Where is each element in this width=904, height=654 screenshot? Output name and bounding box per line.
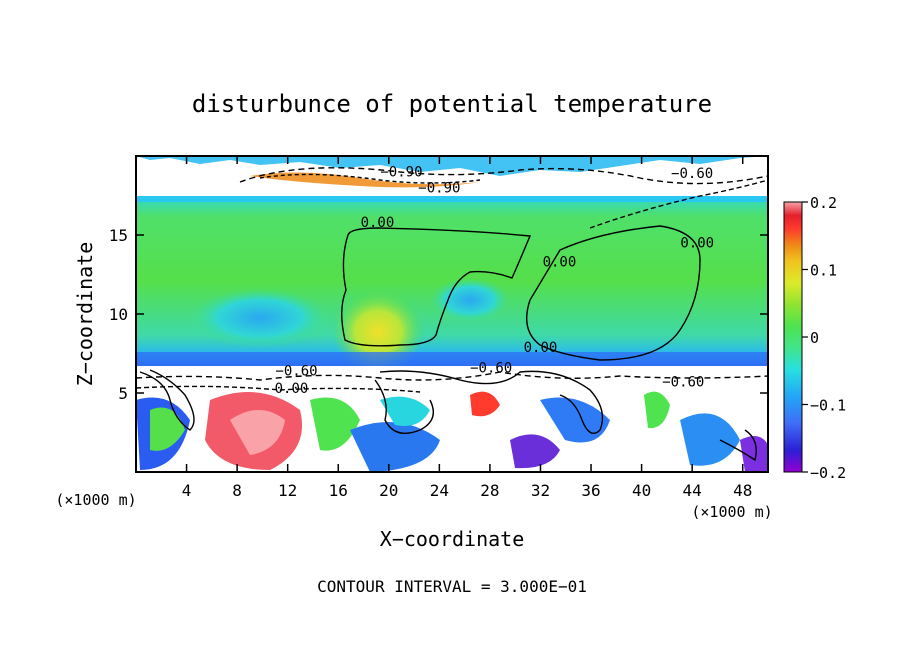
contour-cold-upper-1 — [239, 167, 768, 185]
contour-label: −0.60 — [662, 375, 704, 391]
contours — [136, 167, 768, 462]
x-tick-label: 16 — [329, 481, 348, 500]
lower-blob-purple — [510, 434, 560, 469]
colorbar-tick-label: −0.1 — [810, 397, 846, 415]
contour-labels: 0.000.000.000.000.00−0.60−0.60−0.60−0.60… — [275, 165, 714, 397]
x-tick-label: 44 — [683, 481, 702, 500]
x-tick-label: 40 — [632, 481, 651, 500]
contour-cold-upper-2 — [259, 173, 481, 184]
contour-label: −0.60 — [470, 360, 512, 376]
lower-blob-red-2 — [470, 391, 500, 417]
y-axis-ticks: 5 10 15 — [109, 226, 768, 403]
contour-lower-mid — [374, 379, 434, 434]
x-tick-label: 32 — [531, 481, 550, 500]
colorbar: 0.2 0.1 0 −0.1 −0.2 — [783, 194, 846, 482]
lower-blob-green-1 — [150, 407, 185, 451]
colorbar-tick-label: 0.1 — [810, 262, 837, 280]
x-axis-label: X−coordinate — [380, 527, 525, 551]
x-tick-label: 20 — [379, 481, 398, 500]
x-unit-label: (×1000 m) — [691, 503, 772, 521]
contour-label: −0.90 — [418, 180, 460, 196]
contour-label: 0.00 — [524, 340, 558, 356]
y-tick-label: 15 — [109, 226, 128, 245]
upper-warm-streak — [250, 172, 480, 188]
x-tick-label: 48 — [733, 481, 752, 500]
lower-blob-purple-2 — [740, 436, 768, 472]
contour-lower-center — [379, 370, 604, 434]
colorbar-ticks: 0.2 0.1 0 −0.1 −0.2 — [802, 194, 846, 482]
contour-label: −0.60 — [275, 364, 317, 380]
y-tick-label: 10 — [109, 305, 128, 324]
contour-cold-lower — [136, 371, 768, 381]
lower-blob-pink-1 — [230, 410, 285, 455]
contour-zero-west — [341, 227, 532, 347]
contour-label: 0.00 — [275, 381, 309, 397]
colorbar-tick-label: −0.2 — [810, 464, 846, 482]
contour-label: −0.60 — [671, 166, 713, 182]
contour-label: 0.00 — [361, 215, 395, 231]
x-tick-label: 28 — [480, 481, 499, 500]
x-tick-label: 24 — [430, 481, 449, 500]
x-tick-label: 12 — [278, 481, 297, 500]
lower-blob-blue-3 — [540, 397, 610, 443]
y-tick-label: 5 — [118, 384, 128, 403]
upper-layer-colors — [136, 156, 768, 176]
contour-lower-left — [139, 369, 195, 431]
lower-blob-blue-4 — [680, 413, 740, 466]
lower-blob-blue-2 — [350, 422, 440, 472]
y-unit-label: (×1000 m) — [55, 491, 136, 509]
colorbar-ramp — [783, 201, 803, 473]
colorbar-tick-label: 0 — [810, 329, 819, 347]
x-tick-label: 4 — [182, 481, 192, 500]
contour-diag — [589, 179, 768, 229]
lower-blob-green-2 — [310, 397, 360, 451]
contour-label: 0.00 — [543, 255, 577, 271]
contour-cold-lower-2 — [136, 385, 421, 393]
lower-blob-green-3 — [644, 391, 670, 429]
colorbar-tick-label: 0.2 — [810, 194, 837, 212]
plot-area — [136, 156, 768, 472]
x-axis-ticks: 4 8 12 16 20 24 28 32 36 40 44 48 — [182, 156, 752, 500]
cool-anomaly-center — [430, 278, 510, 322]
upper-band — [136, 196, 768, 202]
x-tick-label: 8 — [232, 481, 242, 500]
chart-title: disturbunce of potential temperature — [192, 90, 712, 118]
x-tick-label: 36 — [581, 481, 600, 500]
contour-label: −0.90 — [380, 165, 422, 181]
contour-lower-right — [719, 429, 757, 462]
contour-interval-note: CONTOUR INTERVAL = 3.000E−01 — [317, 577, 587, 596]
y-axis-label: Z−coordinate — [73, 242, 97, 387]
lower-blob-cyan-1 — [380, 396, 430, 426]
cool-anomaly-west — [190, 288, 330, 348]
cold-band-lower — [136, 352, 768, 366]
contour-zero-east — [526, 225, 701, 361]
contour-label: 0.00 — [680, 236, 714, 252]
